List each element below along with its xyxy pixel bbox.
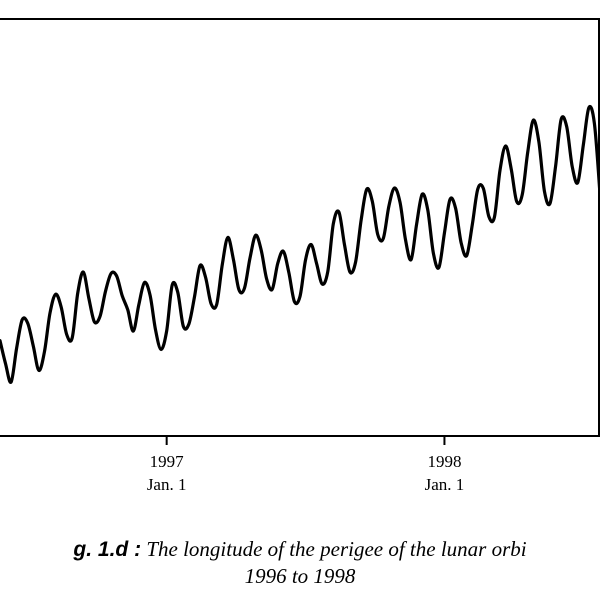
caption-line-1: g. 1.d : The longitude of the perigee of… <box>0 536 600 563</box>
caption-line-2: 1996 to 1998 <box>244 564 356 588</box>
caption-text: The longitude of the perigee of the luna… <box>146 537 527 561</box>
perigee-longitude-line <box>0 104 600 384</box>
x-tick-label-year: 1997 <box>149 452 184 471</box>
x-tick-label-year: 1998 <box>427 452 462 471</box>
x-tick-label-date: Jan. 1 <box>146 475 187 494</box>
x-ticks <box>165 436 446 445</box>
x-tick-label-date: Jan. 1 <box>424 475 465 494</box>
data-points <box>0 107 600 384</box>
caption-prefix: g. 1.d : <box>73 538 142 561</box>
